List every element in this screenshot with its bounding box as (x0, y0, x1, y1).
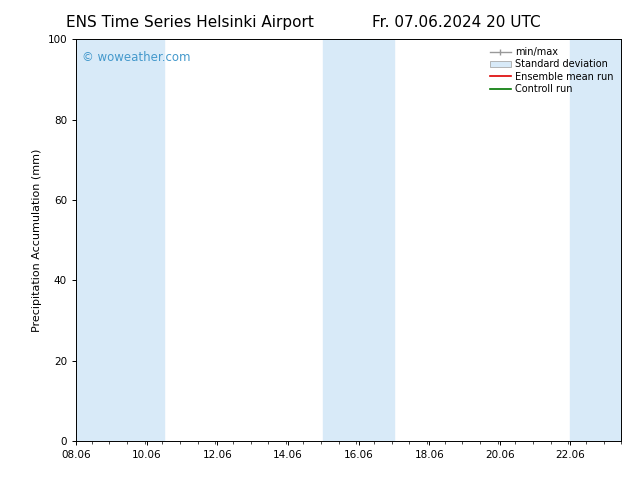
Bar (76, 39, 112, 441)
Text: ENS Time Series Helsinki Airport: ENS Time Series Helsinki Airport (67, 15, 314, 30)
Text: © woweather.com: © woweather.com (82, 51, 190, 64)
Y-axis label: Precipitation Accumulation (mm): Precipitation Accumulation (mm) (32, 148, 42, 332)
Bar (112, 39, 164, 441)
Bar (571, 39, 621, 441)
Text: Fr. 07.06.2024 20 UTC: Fr. 07.06.2024 20 UTC (372, 15, 541, 30)
Legend: min/max, Standard deviation, Ensemble mean run, Controll run: min/max, Standard deviation, Ensemble me… (487, 44, 616, 97)
Bar (323, 39, 394, 441)
